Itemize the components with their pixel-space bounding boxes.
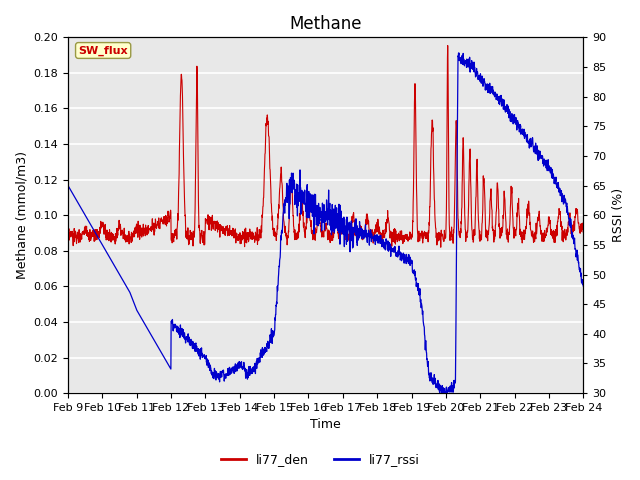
X-axis label: Time: Time [310,419,341,432]
Title: Methane: Methane [289,15,362,33]
Y-axis label: RSSI (%): RSSI (%) [612,188,625,242]
Text: SW_flux: SW_flux [78,45,128,56]
Legend: li77_den, li77_rssi: li77_den, li77_rssi [216,448,424,471]
Y-axis label: Methane (mmol/m3): Methane (mmol/m3) [15,151,28,279]
